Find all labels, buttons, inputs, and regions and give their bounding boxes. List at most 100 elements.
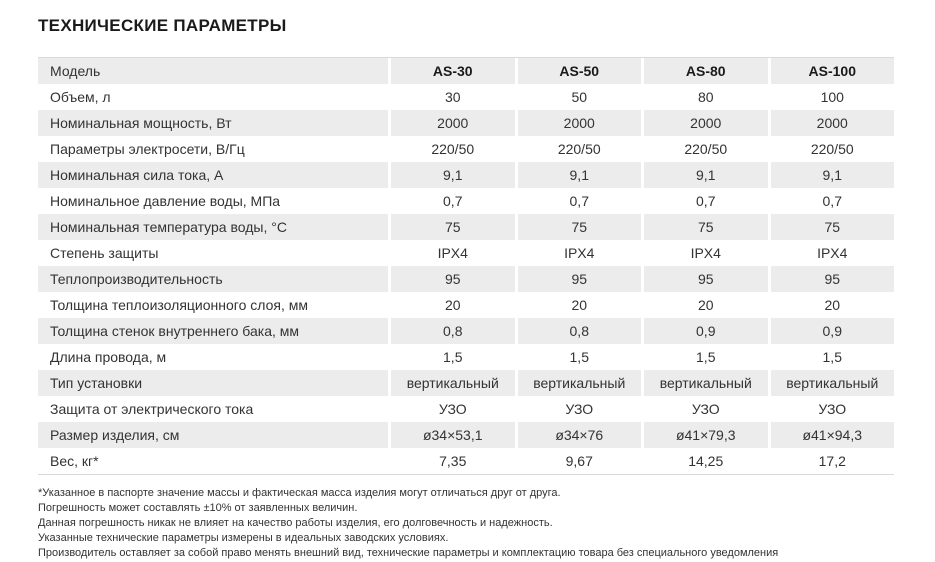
table-row: Номинальная температура воды, °С 75 75 75 75 <box>38 214 894 240</box>
cell-value: 0,8 <box>388 318 515 344</box>
cell-value: 0,9 <box>767 318 895 344</box>
row-label: Номинальная температура воды, °С <box>50 219 287 235</box>
cell-value: 100 <box>767 84 895 110</box>
cell-value: вертикальный <box>641 370 768 396</box>
cell-value: 95 <box>641 266 768 292</box>
table-row: Теплопроизводительность 95 95 95 95 <box>38 266 894 292</box>
cell-value: 75 <box>514 214 642 240</box>
cell-value: вертикальный <box>514 370 642 396</box>
cell-value: 14,25 <box>641 448 768 474</box>
table-row: Объем, л 30 50 80 100 <box>38 84 894 110</box>
footnotes: *Указанное в паспорте значение массы и ф… <box>38 486 918 561</box>
table-row: Защита от электрического тока УЗО УЗО УЗО УЗ… <box>38 396 894 422</box>
row-label: Объем, л <box>50 89 111 105</box>
cell-value: 20 <box>641 292 768 318</box>
footnote-line: Данная погрешность никак не влияет на ка… <box>38 517 553 529</box>
cell-value: 75 <box>767 214 895 240</box>
cell-value: ø41×79,3 <box>641 422 768 448</box>
cell-value: 75 <box>641 214 768 240</box>
row-label: Номинальная сила тока, А <box>50 167 224 183</box>
cell-value: 9,1 <box>514 162 642 188</box>
cell-value: 95 <box>767 266 895 292</box>
cell-value: УЗО <box>514 396 642 422</box>
table-row: Толщина теплоизоляционного слоя, мм 20 20 2… <box>38 292 894 318</box>
row-label: Параметры электросети, В/Гц <box>50 141 245 157</box>
cell-value: ø41×94,3 <box>767 422 895 448</box>
column-header: AS-80 <box>641 58 768 84</box>
row-label: Номинальное давление воды, МПа <box>50 193 281 209</box>
cell-value: 0,8 <box>514 318 642 344</box>
cell-value: 95 <box>388 266 515 292</box>
row-label: Толщина стенок внутреннего бака, мм <box>50 323 300 339</box>
row-label: Вес, кг* <box>50 453 99 469</box>
row-label: Защита от электрического тока <box>50 401 254 417</box>
cell-value: IPX4 <box>514 240 642 266</box>
page-title: ТЕХНИЧЕСКИЕ ПАРАМЕТРЫ <box>38 16 287 35</box>
row-label: Номинальная мощность, Вт <box>50 115 232 131</box>
cell-value: 75 <box>388 214 515 240</box>
cell-value: 2000 <box>388 110 515 136</box>
cell-value: ø34×76 <box>514 422 642 448</box>
column-header: AS-30 <box>388 58 515 84</box>
cell-value: IPX4 <box>767 240 895 266</box>
row-label: Теплопроизводительность <box>50 271 223 287</box>
cell-value: 50 <box>514 84 642 110</box>
row-label: Размер изделия, см <box>50 427 180 443</box>
cell-value: 0,7 <box>514 188 642 214</box>
cell-value: 0,7 <box>388 188 515 214</box>
row-label: Степень защиты <box>50 245 159 261</box>
header-label: Модель <box>50 63 101 79</box>
cell-value: 80 <box>641 84 768 110</box>
row-label: Тип установки <box>50 375 143 391</box>
cell-value: 2000 <box>514 110 642 136</box>
cell-value: 9,1 <box>641 162 768 188</box>
cell-value: IPX4 <box>388 240 515 266</box>
table-row: Вес, кг* 7,35 9,67 14,25 17,2 <box>38 448 894 474</box>
table-row: Размер изделия, см ø34×53,1 ø34×76 ø41×79,3… <box>38 422 894 448</box>
cell-value: 9,67 <box>514 448 642 474</box>
footnote-line: Погрешность может составлять ±10% от зая… <box>38 502 358 514</box>
cell-value: вертикальный <box>388 370 515 396</box>
cell-value: 0,9 <box>641 318 768 344</box>
cell-value: 17,2 <box>767 448 895 474</box>
table-row: Степень защиты IPX4 IPX4 IPX4 IPX4 <box>38 240 894 266</box>
cell-value: 220/50 <box>767 136 895 162</box>
cell-value: 20 <box>388 292 515 318</box>
row-label: Толщина теплоизоляционного слоя, мм <box>50 297 308 313</box>
cell-value: 220/50 <box>514 136 642 162</box>
table-row: Номинальное давление воды, МПа 0,7 0,7 0,7 0… <box>38 188 894 214</box>
row-label: Длина провода, м <box>50 349 167 365</box>
cell-value: 1,5 <box>767 344 895 370</box>
column-header: AS-100 <box>767 58 895 84</box>
cell-value: 20 <box>767 292 895 318</box>
table-body: Объем, л 30 50 80 100 Номинальная мощность, В… <box>38 84 894 474</box>
cell-value: ø34×53,1 <box>388 422 515 448</box>
cell-value: 95 <box>514 266 642 292</box>
cell-value: УЗО <box>767 396 895 422</box>
cell-value: 1,5 <box>514 344 642 370</box>
cell-value: 20 <box>514 292 642 318</box>
cell-value: 0,7 <box>641 188 768 214</box>
table-row: Номинальная мощность, Вт 2000 2000 2000 2000 <box>38 110 894 136</box>
cell-value: 1,5 <box>641 344 768 370</box>
cell-value: 0,7 <box>767 188 895 214</box>
cell-value: 7,35 <box>388 448 515 474</box>
cell-value: 2000 <box>641 110 768 136</box>
cell-value: 9,1 <box>767 162 895 188</box>
cell-value: УЗО <box>641 396 768 422</box>
specs-table: Модель AS-30 AS-50 AS-80 AS-100 Объем, л 30 5… <box>38 57 894 475</box>
column-header: AS-50 <box>514 58 642 84</box>
cell-value: 1,5 <box>388 344 515 370</box>
cell-value: 30 <box>388 84 515 110</box>
table-row: Толщина стенок внутреннего бака, мм 0,8 0,… <box>38 318 894 344</box>
table-header-row: Модель AS-30 AS-50 AS-80 AS-100 <box>38 58 894 84</box>
cell-value: 220/50 <box>641 136 768 162</box>
cell-value: УЗО <box>388 396 515 422</box>
cell-value: 9,1 <box>388 162 515 188</box>
cell-value: 220/50 <box>388 136 515 162</box>
cell-value: IPX4 <box>641 240 768 266</box>
table-row: Параметры электросети, В/Гц 220/50 220/50 2… <box>38 136 894 162</box>
cell-value: 2000 <box>767 110 895 136</box>
table-row: Тип установки вертикальный вертикальный вер… <box>38 370 894 396</box>
